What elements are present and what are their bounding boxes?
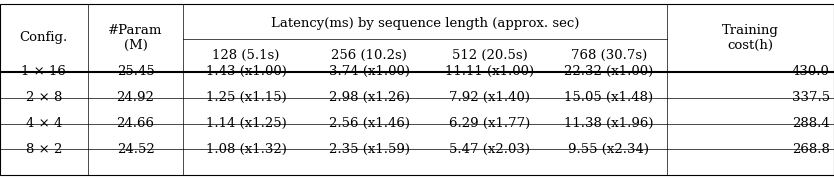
- Text: 1.25 (x1.15): 1.25 (x1.15): [206, 91, 286, 104]
- Text: 22.32 (x1.00): 22.32 (x1.00): [564, 65, 654, 78]
- Text: 512 (20.5s): 512 (20.5s): [452, 49, 528, 62]
- Text: 1.43 (x1.00): 1.43 (x1.00): [206, 65, 286, 78]
- Text: 2 × 8: 2 × 8: [26, 91, 62, 104]
- Text: 6.29 (x1.77): 6.29 (x1.77): [450, 117, 530, 130]
- Text: 25.45: 25.45: [117, 65, 154, 78]
- Text: 9.55 (x2.34): 9.55 (x2.34): [568, 143, 650, 156]
- Text: 288.4: 288.4: [792, 117, 830, 130]
- Text: 337.5: 337.5: [791, 91, 830, 104]
- Text: Config.: Config.: [20, 31, 68, 44]
- Text: 11.11 (x1.00): 11.11 (x1.00): [445, 65, 535, 78]
- Text: 24.92: 24.92: [117, 91, 154, 104]
- Text: 768 (30.7s): 768 (30.7s): [570, 49, 647, 62]
- Text: Training
cost(h): Training cost(h): [722, 24, 779, 52]
- Text: 15.05 (x1.48): 15.05 (x1.48): [565, 91, 653, 104]
- Text: #Param
(M): #Param (M): [108, 24, 163, 52]
- Text: Latency(ms) by sequence length (approx. sec): Latency(ms) by sequence length (approx. …: [271, 17, 580, 30]
- Text: 3.74 (x1.00): 3.74 (x1.00): [329, 65, 409, 78]
- Text: 128 (5.1s): 128 (5.1s): [213, 49, 279, 62]
- Text: 4 × 4: 4 × 4: [26, 117, 62, 130]
- Text: 11.38 (x1.96): 11.38 (x1.96): [564, 117, 654, 130]
- Text: 24.52: 24.52: [117, 143, 154, 156]
- Text: 430.0: 430.0: [792, 65, 830, 78]
- Text: 8 × 2: 8 × 2: [26, 143, 62, 156]
- Text: 24.66: 24.66: [117, 117, 154, 130]
- Text: 268.8: 268.8: [792, 143, 830, 156]
- Text: 2.98 (x1.26): 2.98 (x1.26): [329, 91, 409, 104]
- Text: 256 (10.2s): 256 (10.2s): [331, 49, 407, 62]
- Text: 1 × 16: 1 × 16: [22, 65, 66, 78]
- Text: 5.47 (x2.03): 5.47 (x2.03): [450, 143, 530, 156]
- Text: 1.08 (x1.32): 1.08 (x1.32): [206, 143, 286, 156]
- Text: 2.56 (x1.46): 2.56 (x1.46): [329, 117, 409, 130]
- Text: 1.14 (x1.25): 1.14 (x1.25): [206, 117, 286, 130]
- Text: 7.92 (x1.40): 7.92 (x1.40): [450, 91, 530, 104]
- Text: 2.35 (x1.59): 2.35 (x1.59): [329, 143, 409, 156]
